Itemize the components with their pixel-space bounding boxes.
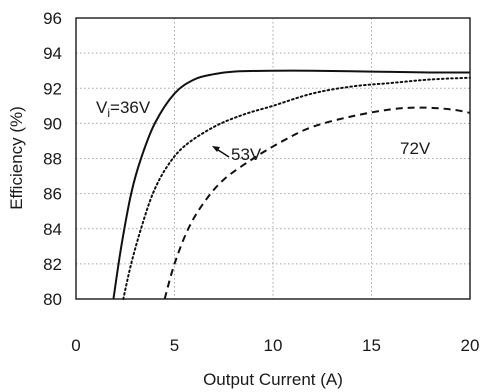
series-label-36v-main: V [96, 98, 108, 117]
x-tick-label: 0 [71, 336, 80, 355]
series-label-36v-sub: i [107, 106, 110, 120]
y-tick-label: 96 [43, 9, 62, 28]
series-label-72v: 72V [400, 139, 431, 158]
series-layer [112, 69, 471, 300]
grid-lines [76, 18, 470, 299]
x-tick-labels: 0 5 10 15 20 [71, 336, 479, 355]
series-line-vi-36v [112, 69, 471, 300]
x-tick-label: 15 [362, 336, 381, 355]
y-tick-label: 82 [43, 255, 62, 274]
series-label-53v-group: 53V [212, 145, 262, 164]
y-tick-labels: 80 82 84 86 88 90 92 94 96 [43, 9, 62, 309]
series-line-53v [122, 76, 471, 300]
y-tick-label: 92 [43, 79, 62, 98]
series-label-53v-arrowhead [212, 146, 220, 152]
x-axis-label: Output Current (A) [203, 370, 343, 389]
series-line-72v [163, 106, 471, 300]
plot-frame [75, 17, 471, 300]
series-label-36v-rest: =36V [110, 98, 151, 117]
y-tick-label: 90 [43, 114, 62, 133]
series-label-36v: Vi=36V [96, 98, 151, 120]
y-tick-label: 94 [43, 44, 62, 63]
x-tick-label: 20 [461, 336, 480, 355]
y-tick-label: 80 [43, 290, 62, 309]
x-tick-label: 10 [264, 336, 283, 355]
series-label-53v: 53V [231, 145, 262, 164]
y-tick-label: 86 [43, 185, 62, 204]
y-tick-label: 84 [43, 220, 62, 239]
y-tick-label: 88 [43, 150, 62, 169]
y-axis-label: Efficiency (%) [7, 106, 26, 210]
x-tick-label: 5 [170, 336, 179, 355]
